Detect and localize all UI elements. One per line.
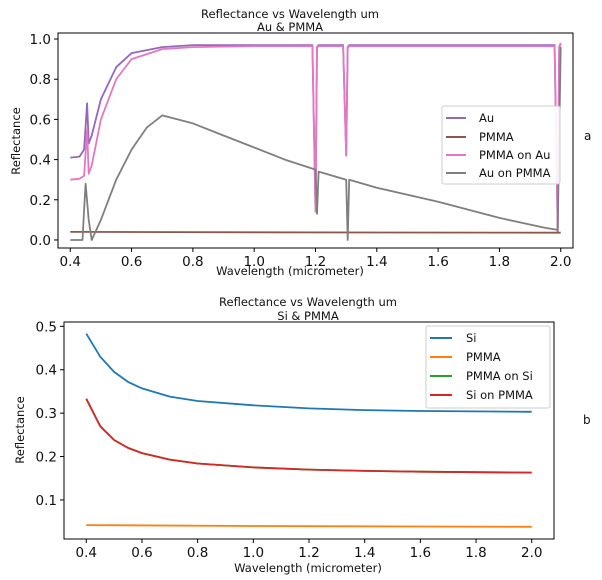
x-tick-label: 1.2	[305, 254, 326, 270]
chart-panel-a: Reflectance vs Wavelength um Au & PMMA 0…	[9, 7, 591, 278]
legend: Au PMMA PMMA on Au Au on PMMA	[441, 105, 561, 185]
legend-label-au-on-pmma: Au on PMMA	[479, 166, 551, 180]
chart-panel-b: Reflectance vs Wavelength um Si & PMMA 0…	[13, 295, 591, 575]
x-tick-label: 0.6	[121, 254, 142, 270]
x-tick-label: 1.4	[354, 545, 375, 561]
legend-label-pmma-on-au: PMMA on Au	[479, 148, 550, 162]
y-tick-label: 0.5	[36, 319, 57, 335]
x-axis-label: Wavelength (micrometer)	[234, 561, 382, 575]
panel-label-a: a	[584, 129, 591, 143]
x-tick-label: 1.2	[298, 545, 319, 561]
chart-title: Reflectance vs Wavelength um	[201, 7, 379, 21]
legend-label-au: Au	[479, 111, 494, 125]
legend-label-si: Si	[466, 331, 477, 345]
x-tick-label: 2.0	[521, 545, 542, 561]
series-line-pmma-on-au	[70, 42, 562, 231]
x-tick-label: 0.6	[131, 545, 152, 561]
x-axis-ticks: 0.4 0.6 0.8 1.0 1.2 1.4 1.6 1.8 2.0	[76, 539, 542, 561]
y-tick-label: 1.0	[30, 32, 51, 48]
series-line-pmma-on-si	[85, 398, 532, 474]
y-tick-label: 0.2	[36, 450, 57, 466]
x-tick-label: 0.4	[76, 545, 97, 561]
series-line-pmma	[70, 230, 561, 234]
series-line-si	[85, 333, 532, 413]
series-line-au	[70, 42, 562, 233]
panel-label-b: b	[583, 413, 591, 427]
x-tick-label: 1.6	[427, 254, 448, 270]
chart-subtitle: Au & PMMA	[257, 20, 323, 34]
y-axis-ticks: 0.1 0.2 0.3 0.4 0.5	[36, 319, 64, 509]
y-tick-label: 0.0	[30, 233, 51, 249]
x-tick-label: 0.8	[187, 545, 208, 561]
legend-box	[441, 105, 561, 185]
legend-label-pmma: PMMA	[479, 130, 514, 144]
series-line-au-on-pmma	[70, 47, 562, 241]
x-axis-ticks: 0.4 0.6 0.8 1.0 1.2 1.4 1.6 1.8 2.0	[60, 248, 571, 270]
legend-label-si-on-pmma: Si on PMMA	[466, 388, 533, 402]
series-line-pmma	[86, 524, 532, 528]
x-axis-label: Wavelength (micrometer)	[216, 264, 364, 278]
y-tick-label: 0.8	[30, 72, 51, 88]
chart-subtitle: Si & PMMA	[277, 309, 339, 323]
y-axis-ticks: 0.0 0.2 0.4 0.6 0.8 1.0	[30, 32, 58, 249]
chart-title: Reflectance vs Wavelength um	[219, 295, 397, 309]
x-tick-label: 1.6	[410, 545, 431, 561]
series-layer	[70, 42, 562, 241]
series-line-si-on-pmma	[85, 398, 532, 474]
x-tick-label: 1.4	[366, 254, 387, 270]
y-tick-label: 0.2	[30, 193, 51, 209]
x-tick-label: 1.0	[243, 545, 264, 561]
legend-label-pmma: PMMA	[466, 350, 501, 364]
y-tick-label: 0.1	[36, 493, 57, 509]
y-tick-label: 0.3	[36, 406, 57, 422]
legend-box	[425, 325, 551, 409]
x-tick-label: 1.8	[489, 254, 510, 270]
legend-entries: Au PMMA PMMA on Au Au on PMMA	[446, 111, 551, 180]
y-tick-label: 0.4	[30, 153, 51, 169]
legend-entries: Si PMMA PMMA on Si Si on PMMA	[430, 331, 533, 402]
y-axis-label: Reflectance	[13, 396, 27, 463]
y-tick-label: 0.6	[30, 112, 51, 128]
series-layer	[85, 333, 532, 528]
x-tick-label: 0.8	[182, 254, 203, 270]
legend-label-pmma-on-si: PMMA on Si	[466, 369, 533, 383]
x-tick-label: 2.0	[550, 254, 571, 270]
x-tick-label: 1.0	[243, 254, 264, 270]
x-tick-label: 1.8	[465, 545, 486, 561]
y-axis-label: Reflectance	[9, 107, 23, 174]
x-tick-label: 0.4	[60, 254, 81, 270]
legend: Si PMMA PMMA on Si Si on PMMA	[425, 325, 551, 409]
y-tick-label: 0.4	[36, 363, 57, 379]
